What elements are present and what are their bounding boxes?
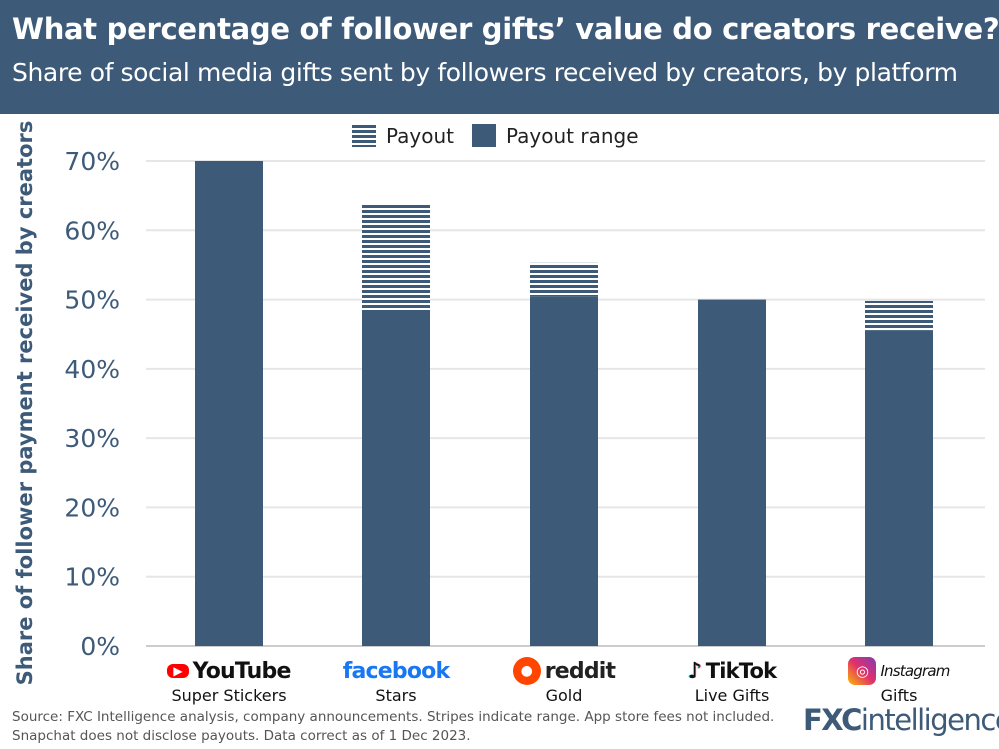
platform-brand: YouTube: [192, 658, 292, 684]
y-tick-label: 70%: [64, 147, 120, 176]
y-axis-label: Share of follower payment received by cr…: [13, 121, 37, 686]
source-line-1: Source: FXC Intelligence analysis, compa…: [12, 709, 775, 725]
chart-title: What percentage of follower gifts’ value…: [12, 12, 999, 46]
y-tick-label: 0%: [80, 632, 120, 661]
fxc-intelligence-logo: FXCintelligence: [803, 703, 999, 737]
platform-label: ● reddit Gold: [479, 656, 649, 705]
bar-payout-range: [530, 296, 598, 646]
header: What percentage of follower gifts’ value…: [0, 0, 999, 114]
platform-brand: facebook: [342, 658, 450, 684]
reddit-alien-icon: ●: [512, 657, 541, 685]
bar-payout-stripes: [362, 204, 430, 310]
platform-label: ▶ YouTube Super Stickers: [144, 656, 314, 705]
y-tick-label: 40%: [64, 355, 120, 384]
y-tick-label: 30%: [64, 424, 120, 453]
y-tick-label: 20%: [64, 493, 120, 522]
platform-product: Stars: [375, 686, 417, 705]
platform-label: ◎ Instagram Gifts: [814, 656, 984, 705]
platform-product: Gold: [545, 686, 583, 705]
legend-swatch-payout: [352, 124, 376, 147]
bar-payout-stripes: [865, 300, 933, 331]
bar-payout-range: [698, 299, 766, 646]
y-tick-label: 50%: [64, 286, 120, 315]
tiktok-note-icon: ♪: [687, 658, 702, 684]
chart-subtitle: Share of social media gifts sent by foll…: [12, 58, 958, 87]
platform-product: Live Gifts: [694, 686, 770, 705]
y-tick-label: 10%: [64, 563, 120, 592]
bar-payout-range: [362, 309, 430, 646]
bar-payout-range: [195, 161, 263, 646]
platform-brand: Instagram: [880, 662, 950, 680]
platform-label: ♪ TikTok Live Gifts: [647, 656, 817, 706]
source-note: Source: FXC Intelligence analysis, compa…: [12, 708, 774, 746]
legend-swatch-payout-range: [472, 124, 496, 147]
logo-rest: intelligence: [860, 703, 999, 737]
source-line-2: Snapchat does not disclose payouts. Data…: [12, 728, 471, 744]
platform-product: Super Stickers: [171, 686, 287, 705]
logo-fx: FXC: [803, 703, 862, 737]
bar-payout-range: [865, 330, 933, 646]
platform-label: facebook Stars: [311, 656, 481, 706]
youtube-play-icon: ▶: [167, 664, 189, 678]
legend-label-payout: Payout: [386, 124, 454, 148]
platform-product: Gifts: [880, 686, 918, 705]
bar-payout-stripes: [530, 262, 598, 297]
platform-brand: reddit: [544, 658, 616, 684]
instagram-camera-icon: ◎: [848, 657, 877, 685]
legend: Payout Payout range: [352, 124, 639, 148]
platform-brand: TikTok: [705, 659, 777, 683]
legend-label-payout-range: Payout range: [506, 124, 639, 148]
y-tick-label: 60%: [64, 216, 120, 245]
